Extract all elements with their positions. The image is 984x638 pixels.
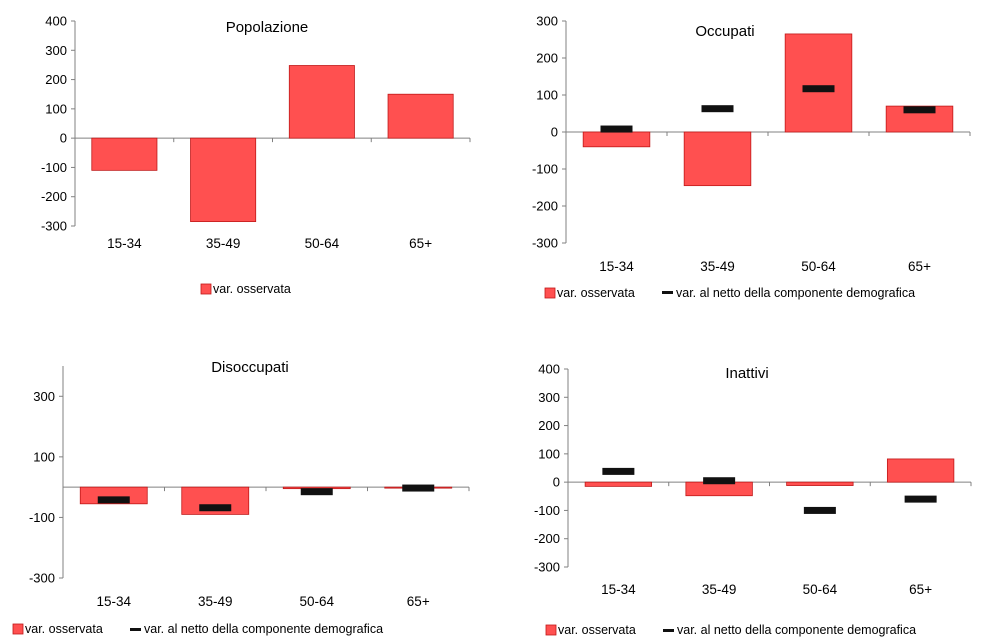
x-tick-label: 35-49 [700,259,735,274]
bar-65+ [387,93,454,139]
net-marker-50-64 [802,85,835,93]
legend-label-netto: var. al netto della componente demografi… [144,622,383,636]
y-tick-label: -300 [532,236,558,251]
y-tick-label: 400 [45,14,67,29]
y-tick-label: -200 [41,189,67,204]
y-tick-label: -100 [534,503,560,518]
legend: var. osservata [200,282,291,296]
x-tick-label: 50-64 [305,236,340,251]
net-marker-15-34 [600,125,633,133]
x-tick-label: 35-49 [206,236,241,251]
net-marker-15-34 [97,496,130,504]
legend: var. osservata var. al netto della compo… [544,286,915,300]
x-tick-label: 15-34 [601,582,636,597]
y-tick-label: 0 [551,125,558,140]
chart-disoccupati: Disoccupati 300 100 -100 -300 15-34 35-49 50-6… [12,359,470,636]
y-tick-label: 300 [33,389,55,404]
y-tick-label: 400 [538,362,560,377]
y-tick-label: 300 [538,390,560,405]
legend-swatch-bar [200,283,212,295]
y-tick-label: -200 [532,199,558,214]
legend: var. osservata var. al netto della compo… [545,623,916,637]
x-tick-label: 35-49 [702,582,737,597]
x-tick-label: 50-64 [299,594,334,609]
y-tick-label: 100 [33,449,55,464]
legend-label-osservata: var. osservata [25,622,103,636]
net-marker-15-34 [602,467,635,475]
net-marker-65+ [903,106,936,114]
legend-label-osservata: var. osservata [213,282,291,296]
legend-label-netto: var. al netto della componente demografi… [677,623,916,637]
legend-swatch-bar [545,624,557,636]
bar-15-34 [584,481,653,487]
x-tick-label: 65+ [909,582,932,597]
chart-title: Inattivi [725,365,768,382]
x-tick-label: 15-34 [599,259,634,274]
y-tick-label: 100 [538,446,560,461]
x-tick-label: 65+ [409,236,432,251]
legend-swatch-marker [662,291,673,294]
legend-label-osservata: var. osservata [558,623,636,637]
legend-swatch-bar [544,287,556,299]
bar-15-34 [582,131,651,148]
y-tick-label: 100 [536,88,558,103]
chart-inattivi: Inattivi 400 300 200 100 0 -100 -200 -300 15-34 3… [534,362,972,637]
y-tick-label: -100 [29,510,55,525]
y-tick-label: -100 [532,162,558,177]
legend-label-netto: var. al netto della componente demografi… [676,286,915,300]
bar-15-34 [79,486,148,505]
bar-35-49 [190,137,257,223]
y-tick-label: 0 [60,131,67,146]
net-marker-65+ [904,495,937,503]
bar-50-64 [786,481,854,486]
y-tick-label: -300 [534,560,560,575]
y-tick-label: 200 [45,72,67,87]
y-tick-label: 0 [553,475,560,490]
x-tick-label: 15-34 [96,594,131,609]
legend-swatch-marker [663,629,674,632]
y-tick-label: -100 [41,160,67,175]
y-tick-label: 100 [45,101,67,116]
net-marker-50-64 [300,488,333,496]
x-tick-label: 50-64 [803,582,838,597]
chart-title: Popolazione [226,19,309,36]
y-tick-label: 200 [538,418,560,433]
y-tick-label: -200 [534,531,560,546]
bar-15-34 [91,137,158,171]
y-tick-label: 300 [536,14,558,29]
net-marker-35-49 [701,105,734,113]
net-marker-50-64 [803,506,836,514]
y-tick-label: 300 [45,43,67,58]
chart-occupati: Occupati 300 200 100 0 -100 -200 -300 15-34 35-4… [532,14,971,300]
bar-50-64 [288,65,355,139]
legend-swatch-marker [130,628,141,631]
x-tick-label: 50-64 [801,259,836,274]
bar-65+ [886,458,955,483]
y-tick-label: 200 [536,51,558,66]
legend-swatch-bar [12,623,24,635]
chart-popolazione: Popolazione 400 300 200 100 0 -100 -200 -300 15-… [41,14,471,296]
bar-35-49 [683,131,752,187]
x-tick-label: 65+ [407,594,430,609]
net-marker-35-49 [703,477,736,485]
legend-label-osservata: var. osservata [557,286,635,300]
x-tick-label: 35-49 [198,594,233,609]
y-tick-label: -300 [29,571,55,586]
y-tick-label: -300 [41,219,67,234]
net-marker-35-49 [199,504,232,512]
net-marker-65+ [402,484,435,492]
bar-50-64 [784,33,853,133]
x-tick-label: 15-34 [107,236,142,251]
legend: var. osservata var. al netto della compo… [12,622,383,636]
chart-title: Occupati [695,23,754,40]
x-tick-label: 65+ [908,259,931,274]
chart-title: Disoccupati [211,359,289,376]
